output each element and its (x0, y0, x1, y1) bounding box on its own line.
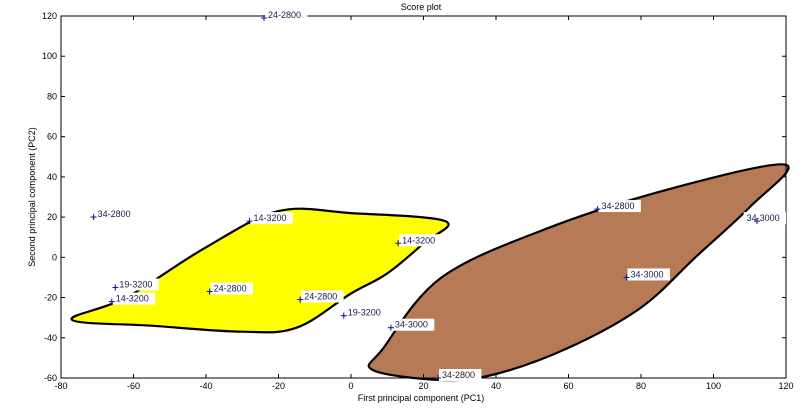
y-tick-label: 40 (47, 172, 57, 182)
x-tick-label: -20 (272, 381, 285, 391)
point-marker (246, 218, 253, 225)
point-label-box (399, 234, 442, 247)
point-label-box (112, 292, 156, 305)
y-tick-label: 20 (47, 212, 57, 222)
point-marker (594, 206, 601, 213)
cluster-region-2 (367, 163, 790, 382)
point-marker (435, 375, 441, 381)
point-marker (90, 214, 97, 221)
point-label: 34-3000 (747, 213, 780, 223)
point-label: 34-3000 (395, 320, 428, 330)
chart-title: Score plot (401, 2, 442, 12)
point-label-box (265, 9, 308, 22)
x-tick-label: 0 (348, 381, 353, 391)
cluster-regions (70, 163, 790, 382)
point-label: 14-3200 (402, 235, 435, 245)
point-label: 34-2800 (98, 209, 131, 219)
x-tick-label: -80 (54, 381, 67, 391)
point-label: 34-2800 (442, 370, 475, 380)
point-label: 14-3200 (254, 213, 287, 223)
point-label: 34-2800 (602, 201, 635, 211)
x-tick-label: 60 (563, 381, 573, 391)
point-marker (112, 284, 119, 291)
y-tick-label: 0 (52, 252, 57, 262)
point-label-box (94, 208, 138, 221)
x-tick-label: -40 (199, 381, 212, 391)
point-label: 19-3200 (348, 308, 381, 318)
x-tick-label: 40 (491, 381, 501, 391)
point-label: 24-2800 (304, 292, 337, 302)
y-axis-label: Second principal component (PC2) (27, 127, 37, 267)
point-label-box (439, 369, 482, 381)
x-tick-label: 120 (778, 381, 793, 391)
point-marker (108, 298, 115, 305)
x-axis-ticks: -80 -60 -40 -20 0 20 40 60 80 100 120 (54, 16, 794, 391)
y-tick-label: -60 (44, 373, 57, 383)
point-marker (754, 218, 760, 225)
point-marker (387, 324, 394, 331)
point-marker (206, 288, 213, 295)
point-label: 34-3000 (631, 269, 664, 279)
point-marker (261, 15, 267, 22)
x-tick-label: -60 (127, 381, 140, 391)
x-axis-label: First principal component (PC1) (358, 393, 485, 403)
point-label-box (301, 290, 344, 303)
point-marker (340, 312, 347, 319)
point-label: 19-3200 (119, 280, 152, 290)
point-label-box (250, 212, 293, 225)
point-label-box (344, 306, 388, 319)
point-label: 14-3200 (116, 294, 149, 304)
point-label-box (598, 200, 641, 213)
y-tick-label: -20 (44, 293, 57, 303)
point-label: 24-2800 (268, 10, 301, 20)
point-label: 24-2800 (214, 284, 247, 294)
y-tick-label: -40 (44, 333, 57, 343)
score-points: 24-2800 34-2800 14-3200 14-3200 19-3200 14-32… (90, 9, 786, 381)
point-marker (623, 274, 630, 281)
point-label-box (391, 318, 435, 331)
x-tick-label: 100 (706, 381, 721, 391)
point-marker (297, 296, 304, 303)
point-marker (395, 240, 402, 247)
x-tick-label: 20 (418, 381, 428, 391)
y-tick-label: 120 (42, 11, 57, 21)
point-label-box (210, 282, 254, 295)
y-tick-label: 100 (42, 51, 57, 61)
point-label-box (627, 268, 670, 281)
point-label-box (116, 278, 159, 291)
y-tick-label: 60 (47, 132, 57, 142)
cluster-region-1 (70, 207, 450, 334)
x-tick-label: 80 (636, 381, 646, 391)
y-tick-label: 80 (47, 91, 57, 101)
